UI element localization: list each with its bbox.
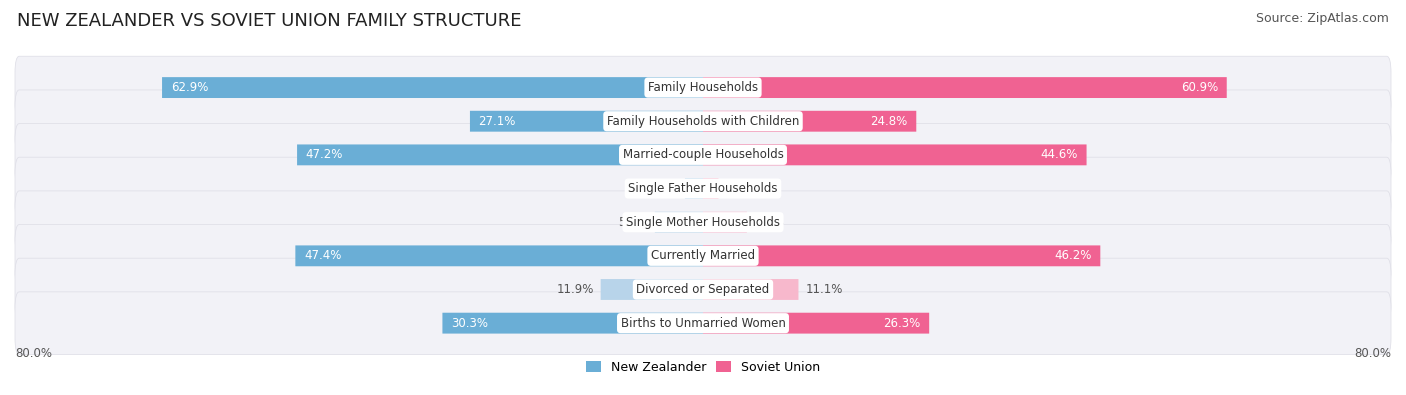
Text: Single Father Households: Single Father Households [628, 182, 778, 195]
FancyBboxPatch shape [703, 245, 1101, 266]
FancyBboxPatch shape [15, 56, 1391, 119]
FancyBboxPatch shape [15, 90, 1391, 152]
Text: Family Households: Family Households [648, 81, 758, 94]
Text: 80.0%: 80.0% [1354, 347, 1391, 360]
FancyBboxPatch shape [443, 313, 703, 334]
FancyBboxPatch shape [297, 145, 703, 166]
FancyBboxPatch shape [15, 124, 1391, 186]
Text: 44.6%: 44.6% [1040, 149, 1078, 162]
FancyBboxPatch shape [15, 224, 1391, 287]
Text: Family Households with Children: Family Households with Children [607, 115, 799, 128]
Text: 27.1%: 27.1% [478, 115, 516, 128]
FancyBboxPatch shape [295, 245, 703, 266]
Text: 2.1%: 2.1% [648, 182, 678, 195]
FancyBboxPatch shape [703, 77, 1227, 98]
Legend: New Zealander, Soviet Union: New Zealander, Soviet Union [581, 356, 825, 379]
FancyBboxPatch shape [15, 191, 1391, 254]
FancyBboxPatch shape [703, 111, 917, 132]
Text: 46.2%: 46.2% [1054, 249, 1091, 262]
Text: 60.9%: 60.9% [1181, 81, 1218, 94]
Text: 47.4%: 47.4% [304, 249, 342, 262]
FancyBboxPatch shape [655, 212, 703, 233]
Text: Divorced or Separated: Divorced or Separated [637, 283, 769, 296]
FancyBboxPatch shape [685, 178, 703, 199]
FancyBboxPatch shape [470, 111, 703, 132]
Text: NEW ZEALANDER VS SOVIET UNION FAMILY STRUCTURE: NEW ZEALANDER VS SOVIET UNION FAMILY STR… [17, 12, 522, 30]
FancyBboxPatch shape [162, 77, 703, 98]
Text: Currently Married: Currently Married [651, 249, 755, 262]
FancyBboxPatch shape [15, 157, 1391, 220]
Text: 11.1%: 11.1% [806, 283, 842, 296]
Text: 5.1%: 5.1% [754, 216, 783, 229]
Text: 30.3%: 30.3% [451, 317, 488, 330]
FancyBboxPatch shape [703, 212, 747, 233]
Text: Births to Unmarried Women: Births to Unmarried Women [620, 317, 786, 330]
FancyBboxPatch shape [703, 313, 929, 334]
Text: Married-couple Households: Married-couple Households [623, 149, 783, 162]
FancyBboxPatch shape [703, 178, 718, 199]
Text: 11.9%: 11.9% [557, 283, 593, 296]
Text: 1.8%: 1.8% [725, 182, 755, 195]
Text: Single Mother Households: Single Mother Households [626, 216, 780, 229]
Text: 24.8%: 24.8% [870, 115, 908, 128]
FancyBboxPatch shape [600, 279, 703, 300]
Text: 80.0%: 80.0% [15, 347, 52, 360]
Text: Source: ZipAtlas.com: Source: ZipAtlas.com [1256, 12, 1389, 25]
FancyBboxPatch shape [703, 145, 1087, 166]
Text: 47.2%: 47.2% [305, 149, 343, 162]
FancyBboxPatch shape [15, 292, 1391, 354]
FancyBboxPatch shape [703, 279, 799, 300]
FancyBboxPatch shape [15, 258, 1391, 321]
Text: 62.9%: 62.9% [170, 81, 208, 94]
Text: 5.6%: 5.6% [619, 216, 648, 229]
Text: 26.3%: 26.3% [883, 317, 921, 330]
